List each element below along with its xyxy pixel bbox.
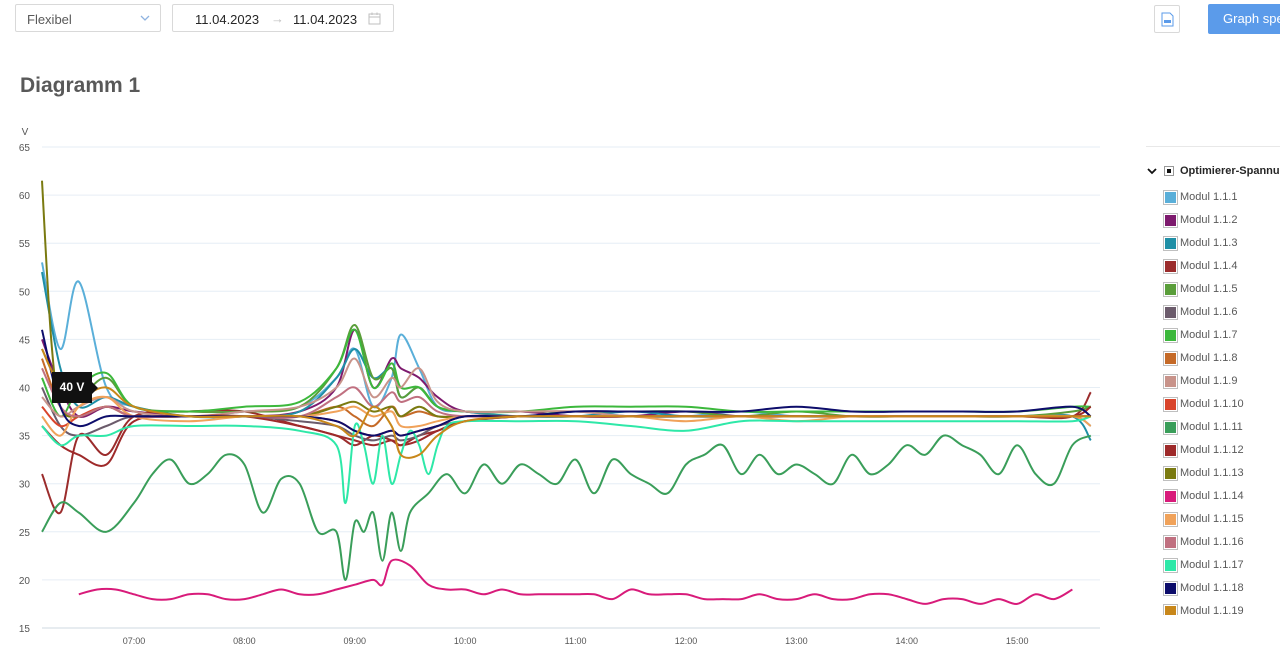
calendar-icon xyxy=(368,12,381,25)
series-line[interactable] xyxy=(41,328,1091,418)
legend-swatch xyxy=(1163,466,1178,481)
legend-item-label: Modul 1.1.10 xyxy=(1180,398,1244,410)
y-tick-label: 20 xyxy=(19,576,31,587)
legend-item-label: Modul 1.1.5 xyxy=(1180,283,1238,295)
legend-item-label: Modul 1.1.17 xyxy=(1180,559,1244,571)
date-arrow-icon: → xyxy=(271,11,284,26)
pdf-export-button[interactable] xyxy=(1154,5,1180,33)
y-axis-unit: V xyxy=(22,127,29,138)
legend-swatch xyxy=(1163,351,1178,366)
legend-item-label: Modul 1.1.4 xyxy=(1180,260,1238,272)
legend-item-label: Modul 1.1.3 xyxy=(1180,237,1238,249)
series-line[interactable] xyxy=(41,415,1092,504)
chart-legend: Optimierer-Spannung Modul 1.1.1 Modul 1.1… xyxy=(1146,146,1280,615)
legend-item-label: Modul 1.1.12 xyxy=(1180,444,1244,456)
series-line[interactable] xyxy=(41,262,1092,427)
y-tick-label: 65 xyxy=(19,143,31,154)
legend-swatch xyxy=(1163,604,1178,615)
legend-swatch xyxy=(1163,581,1178,596)
value-tooltip: 40 V xyxy=(52,372,98,403)
series-line[interactable] xyxy=(78,558,1073,605)
series-line[interactable] xyxy=(41,387,1091,442)
series-line[interactable] xyxy=(41,434,1092,581)
legend-item-label: Modul 1.1.1 xyxy=(1180,191,1238,203)
legend-group-label: Optimierer-Spannung xyxy=(1180,165,1280,177)
x-tick-label: 13:00 xyxy=(785,636,808,646)
y-tick-label: 15 xyxy=(19,624,31,635)
legend-item-label: Modul 1.1.15 xyxy=(1180,513,1244,525)
chevron-down-icon[interactable] xyxy=(1146,165,1158,177)
series-line[interactable] xyxy=(41,329,1092,437)
legend-swatch xyxy=(1163,535,1178,550)
x-tick-label: 09:00 xyxy=(344,636,367,646)
y-tick-label: 50 xyxy=(19,287,31,298)
range-mode-select[interactable]: Flexibel xyxy=(15,4,161,32)
legend-swatch xyxy=(1163,420,1178,435)
date-from[interactable]: 11.04.2023 xyxy=(195,12,260,27)
legend-item-label: Modul 1.1.18 xyxy=(1180,582,1244,594)
y-tick-label: 40 xyxy=(19,384,31,395)
legend-swatch xyxy=(1163,558,1178,573)
legend-swatch xyxy=(1163,259,1178,274)
pdf-file-icon xyxy=(1161,12,1174,27)
y-tick-label: 25 xyxy=(19,528,31,539)
legend-item-label: Modul 1.1.14 xyxy=(1180,490,1244,502)
x-tick-label: 08:00 xyxy=(233,636,256,646)
series-line[interactable] xyxy=(41,180,1091,419)
legend-swatch xyxy=(1163,282,1178,297)
group-checkbox[interactable] xyxy=(1164,166,1174,176)
chevron-down-icon xyxy=(140,15,150,21)
legend-swatch xyxy=(1163,443,1178,458)
legend-swatch xyxy=(1163,328,1178,343)
legend-item-label: Modul 1.1.7 xyxy=(1180,329,1238,341)
legend-swatch xyxy=(1163,236,1178,251)
series-line[interactable] xyxy=(41,348,1091,459)
legend-item-label: Modul 1.1.9 xyxy=(1180,375,1238,387)
x-tick-label: 10:00 xyxy=(454,636,477,646)
voltage-line-chart: V 15 20 25 30 35 40 45 50 55 60 65 07:00 08:00 09:00… xyxy=(19,127,1100,646)
range-mode-value: Flexibel xyxy=(27,12,72,27)
legend-swatch xyxy=(1163,305,1178,320)
date-range-picker[interactable]: 11.04.2023 → 11.04.2023 xyxy=(172,4,394,32)
y-tick-label: 30 xyxy=(19,480,31,491)
chart-title: Diagramm 1 xyxy=(20,74,141,97)
save-graph-button[interactable]: Graph speichern xyxy=(1208,4,1280,34)
y-tick-label: 60 xyxy=(19,191,31,202)
x-tick-label: 14:00 xyxy=(896,636,919,646)
legend-item-label: Modul 1.1.6 xyxy=(1180,306,1238,318)
legend-item-label: Modul 1.1.16 xyxy=(1180,536,1244,548)
legend-item-label: Modul 1.1.2 xyxy=(1180,214,1238,226)
y-tick-label: 45 xyxy=(19,335,31,346)
x-tick-label: 12:00 xyxy=(675,636,698,646)
legend-swatch xyxy=(1163,374,1178,389)
x-tick-label: 15:00 xyxy=(1006,636,1029,646)
y-tick-label: 55 xyxy=(19,239,31,250)
legend-item-label: Modul 1.1.8 xyxy=(1180,352,1238,364)
series-line[interactable] xyxy=(41,324,1092,418)
x-tick-label: 07:00 xyxy=(123,636,146,646)
legend-swatch xyxy=(1163,489,1178,504)
legend-swatch xyxy=(1163,397,1178,412)
date-to[interactable]: 11.04.2023 xyxy=(293,12,358,27)
legend-swatch xyxy=(1163,512,1178,527)
legend-swatch xyxy=(1163,190,1178,205)
legend-item-label: Modul 1.1.13 xyxy=(1180,467,1244,479)
series-line[interactable] xyxy=(41,328,1091,418)
legend-swatch xyxy=(1163,213,1178,228)
y-tick-label: 35 xyxy=(19,432,31,443)
legend-item-label: Modul 1.1.11 xyxy=(1180,421,1243,433)
x-tick-label: 11:00 xyxy=(565,636,587,646)
legend-item-label: Modul 1.1.19 xyxy=(1180,605,1244,615)
